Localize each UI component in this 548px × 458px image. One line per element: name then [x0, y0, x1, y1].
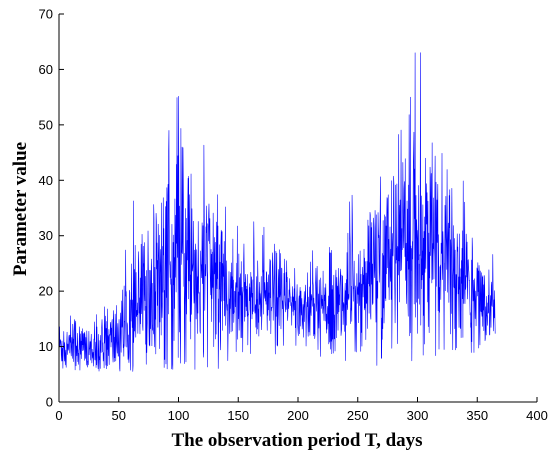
x-tick-label: 150 [227, 408, 249, 423]
y-tick-label: 40 [39, 173, 53, 188]
y-tick-label: 20 [39, 284, 53, 299]
y-axis-title: Parameter value [10, 142, 31, 276]
y-tick-label: 10 [39, 339, 53, 354]
y-tick-label: 0 [46, 395, 53, 410]
y-tick-label: 60 [39, 62, 53, 77]
x-tick-label: 400 [526, 408, 548, 423]
series-layer [58, 52, 496, 372]
x-tick-label: 0 [55, 408, 62, 423]
y-tick-label: 70 [39, 7, 53, 22]
y-tick-label: 50 [39, 117, 53, 132]
x-tick-label: 50 [112, 408, 126, 423]
y-tick-label: 30 [39, 228, 53, 243]
x-tick-label: 100 [168, 408, 190, 423]
x-tick-label: 350 [466, 408, 488, 423]
series-line [58, 52, 496, 372]
x-tick-label: 300 [407, 408, 429, 423]
ticks-layer: 0 50 100 150 200 250 300 350 400 0 10 20 30 40 50 60 70 [39, 7, 548, 424]
x-tick-label: 250 [347, 408, 369, 423]
x-tick-label: 200 [287, 408, 309, 423]
x-axis-title: The observation period T, days [171, 430, 422, 451]
